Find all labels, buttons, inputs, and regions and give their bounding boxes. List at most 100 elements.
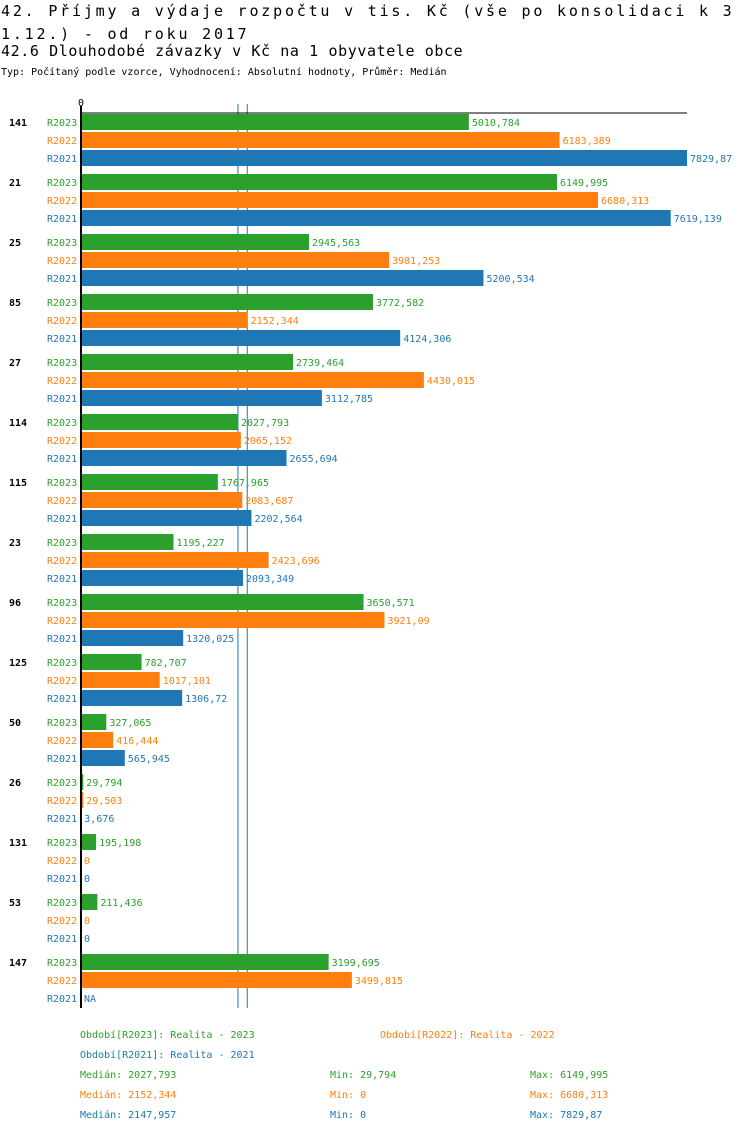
series-label: R2023 (47, 598, 77, 609)
data-label: 782,707 (145, 658, 187, 669)
category-label: 147 (9, 958, 27, 969)
series-label: R2023 (47, 478, 77, 489)
series-label: R2021 (47, 154, 77, 165)
bar (81, 414, 238, 430)
bar (81, 114, 469, 130)
bar (81, 192, 599, 208)
series-label: R2023 (47, 238, 77, 249)
data-label: 5010,784 (472, 118, 520, 129)
chart-title: 42. Příjmy a výdaje rozpočtu v tis. Kč (… (1, 2, 735, 43)
bar (81, 354, 294, 370)
data-label: 211,436 (100, 898, 142, 909)
stat-max-r2022: Max: 6680,313 (530, 1090, 609, 1101)
series-label: R2022 (47, 436, 77, 447)
bar (81, 630, 184, 646)
stat-max-r2023: Max: 6149,995 (530, 1070, 609, 1081)
data-label: 2065,152 (244, 436, 292, 447)
category-label: 96 (9, 598, 21, 609)
bar (81, 612, 385, 628)
data-label: 3499,815 (355, 976, 403, 987)
bar (81, 510, 252, 526)
bar (81, 570, 244, 586)
axis-zero-label: 0 (78, 98, 84, 109)
series-label: R2023 (47, 418, 77, 429)
stat-min-r2022: Min: 0 (330, 1090, 367, 1101)
data-label: 195,198 (99, 838, 141, 849)
series-label: R2022 (47, 736, 77, 747)
chart-info: Typ: Počítaný podle vzorce, Vyhodnocení:… (1, 67, 447, 78)
series-label: R2022 (47, 856, 77, 867)
bar (81, 774, 84, 790)
data-label: 7829,87 (690, 154, 732, 165)
data-label: 6183,389 (563, 136, 611, 147)
category-label: 50 (9, 718, 21, 729)
series-label: R2021 (47, 334, 77, 345)
category-label: 53 (9, 898, 21, 909)
series-label: R2023 (47, 778, 77, 789)
category-label: 85 (9, 298, 21, 309)
data-label: 4430,015 (427, 376, 475, 387)
bar (81, 474, 218, 490)
category-label: 21 (9, 178, 21, 189)
stat-median-r2021: Medián: 2147,957 (80, 1110, 177, 1121)
bar (81, 894, 98, 910)
data-label: 29,503 (86, 796, 122, 807)
category-label: 114 (9, 418, 27, 429)
data-label: 6149,995 (560, 178, 608, 189)
bar (81, 234, 309, 250)
data-label: 2739,464 (296, 358, 344, 369)
legend-r2023: Období[R2023]: Realita - 2023 (80, 1030, 255, 1041)
series-label: R2021 (47, 814, 77, 825)
series-label: R2021 (47, 994, 77, 1005)
series-label: R2021 (47, 454, 77, 465)
bar (81, 450, 287, 466)
data-label: 565,945 (128, 754, 170, 765)
series-label: R2023 (47, 958, 77, 969)
stat-min-r2023: Min: 29,794 (330, 1070, 397, 1081)
series-label: R2021 (47, 274, 77, 285)
series-label: R2021 (47, 754, 77, 765)
category-label: 27 (9, 358, 21, 369)
data-label: 3650,571 (367, 598, 415, 609)
data-label: 4124,306 (403, 334, 451, 345)
bar (81, 534, 174, 550)
legend-r2022: Období[R2022]: Realita - 2022 (380, 1030, 555, 1041)
bar (81, 654, 142, 670)
bar (81, 132, 560, 148)
bar (81, 594, 364, 610)
data-label: 1320,025 (186, 634, 234, 645)
series-label: R2023 (47, 298, 77, 309)
bar (81, 672, 160, 688)
bar (81, 690, 183, 706)
data-label: 2027,793 (241, 418, 289, 429)
bar (81, 750, 125, 766)
series-label: R2022 (47, 136, 77, 147)
stat-min-r2021: Min: 0 (330, 1110, 367, 1121)
series-label: R2023 (47, 118, 77, 129)
series-label: R2021 (47, 394, 77, 405)
data-label: 1017,101 (163, 676, 211, 687)
series-label: R2022 (47, 976, 77, 987)
data-label: 0 (84, 916, 90, 927)
series-label: R2023 (47, 358, 77, 369)
stat-median-r2023: Medián: 2027,793 (80, 1070, 177, 1081)
bar (81, 252, 390, 268)
bar (81, 372, 424, 388)
data-label: 3921,09 (387, 616, 429, 627)
bar (81, 174, 557, 190)
category-label: 26 (9, 778, 21, 789)
series-label: R2023 (47, 898, 77, 909)
bar (81, 792, 84, 808)
data-label: 29,794 (86, 778, 122, 789)
bar (81, 834, 97, 850)
data-label: 3199,695 (332, 958, 380, 969)
bar (81, 552, 269, 568)
bar (81, 432, 241, 448)
stat-max-r2021: Max: 7829,87 (530, 1110, 603, 1121)
series-label: R2022 (47, 496, 77, 507)
category-label: 141 (9, 118, 27, 129)
data-label: 2093,349 (246, 574, 294, 585)
bar (81, 294, 373, 310)
data-label: 3,676 (84, 814, 114, 825)
data-label: 1306,72 (185, 694, 227, 705)
